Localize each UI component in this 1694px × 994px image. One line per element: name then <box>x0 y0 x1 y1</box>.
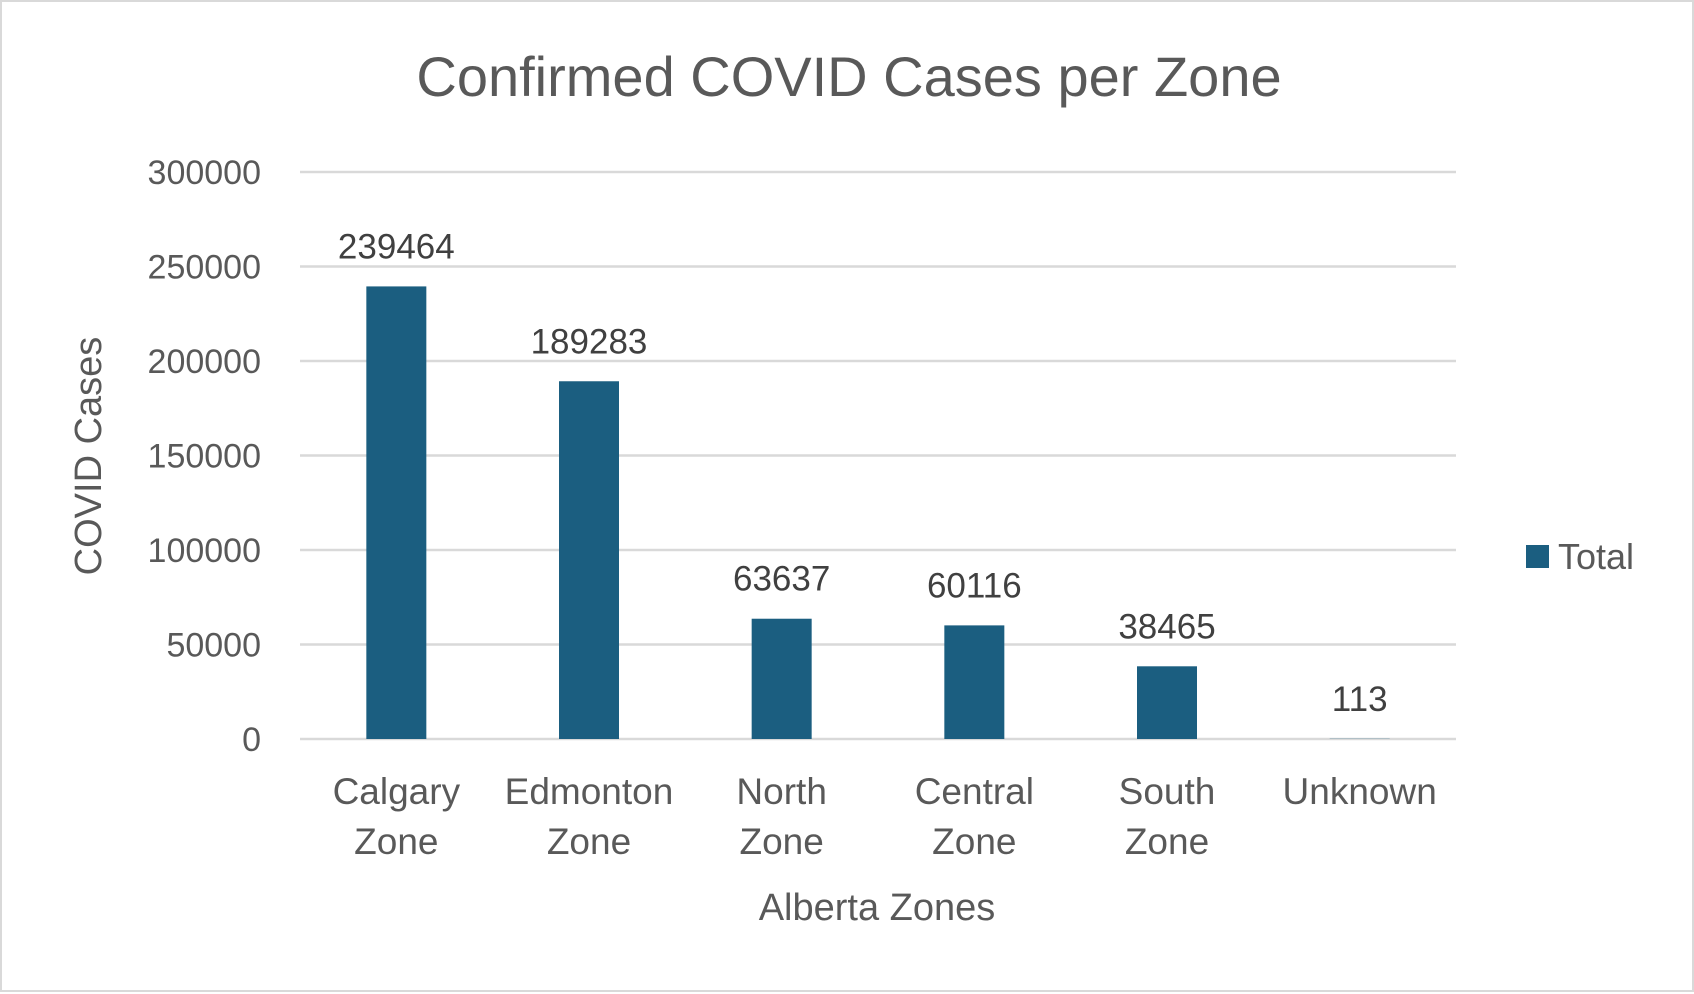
y-tick-label: 250000 <box>148 249 261 287</box>
data-label: 239464 <box>338 227 455 266</box>
y-tick-label: 300000 <box>148 154 261 192</box>
bar <box>366 286 426 739</box>
y-axis-tick-labels: 0 50000 100000 150000 200000 250000 300000 <box>148 154 261 759</box>
data-label: 60116 <box>927 566 1022 605</box>
bar <box>559 381 619 739</box>
x-axis-title: Alberta Zones <box>759 887 996 929</box>
y-axis-title: COVID Cases <box>68 337 110 576</box>
y-tick-label: 150000 <box>148 438 261 476</box>
legend: Total <box>1526 536 1634 577</box>
bar <box>752 619 812 739</box>
bar <box>1137 666 1197 739</box>
gridlines <box>300 172 1456 739</box>
data-label: 38465 <box>1118 607 1215 646</box>
bars <box>366 286 1389 739</box>
category-label: Unknown <box>1283 771 1437 812</box>
y-tick-label: 100000 <box>148 532 261 570</box>
y-tick-label: 0 <box>242 721 261 759</box>
y-tick-label: 50000 <box>166 627 261 665</box>
y-tick-label: 200000 <box>148 343 261 381</box>
legend-swatch <box>1526 545 1549 568</box>
data-label: 113 <box>1332 680 1388 719</box>
chart-title: Confirmed COVID Cases per Zone <box>416 45 1281 108</box>
legend-label: Total <box>1558 536 1634 577</box>
bar <box>944 625 1004 739</box>
data-label: 189283 <box>531 322 648 361</box>
data-label: 63637 <box>733 560 830 599</box>
